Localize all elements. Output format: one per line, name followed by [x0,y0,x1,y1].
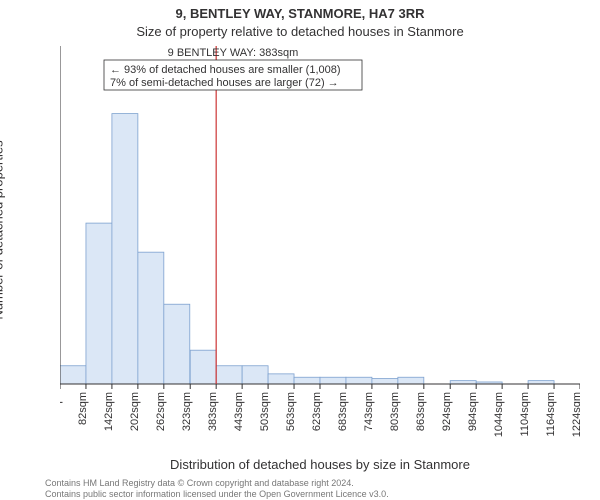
histogram-bar [216,366,242,384]
chart-svg: 05010015020025030035040045050022sqm82sqm… [60,46,580,444]
histogram-bar [372,379,398,384]
x-axis-label: Distribution of detached houses by size … [60,457,580,472]
svg-text:1224sqm: 1224sqm [571,392,580,437]
svg-text:863sqm: 863sqm [415,392,427,431]
histogram-bar [398,377,424,384]
histogram-bar [528,381,554,384]
histogram-bar [86,223,112,384]
y-axis-label: Number of detached properties [0,140,6,319]
svg-text:142sqm: 142sqm [103,392,115,431]
histogram-bar [60,366,86,384]
svg-text:262sqm: 262sqm [155,392,167,431]
histogram-bar [294,377,320,384]
svg-text:82sqm: 82sqm [77,392,89,425]
svg-text:1044sqm: 1044sqm [493,392,505,437]
histogram-bar [190,350,216,384]
svg-text:563sqm: 563sqm [285,392,297,431]
footer-line-2: Contains public sector information licen… [45,489,585,500]
chart-title-main: 9, BENTLEY WAY, STANMORE, HA7 3RR [0,6,600,21]
annotation-title: 9 BENTLEY WAY: 383sqm [168,47,299,59]
svg-text:443sqm: 443sqm [233,392,245,431]
svg-text:924sqm: 924sqm [441,392,453,431]
svg-text:503sqm: 503sqm [259,392,271,431]
chart-title-sub: Size of property relative to detached ho… [0,24,600,39]
svg-text:1164sqm: 1164sqm [545,392,557,436]
histogram-bar [346,377,372,384]
histogram-bar [320,377,346,384]
svg-text:803sqm: 803sqm [389,392,401,431]
svg-text:383sqm: 383sqm [207,392,219,431]
plot-area: 05010015020025030035040045050022sqm82sqm… [60,46,580,384]
svg-text:1104sqm: 1104sqm [519,392,531,436]
histogram-bar [450,381,476,384]
footer-attribution: Contains HM Land Registry data © Crown c… [45,478,585,500]
histogram-bar [164,304,190,384]
histogram-bar [138,252,164,384]
svg-text:623sqm: 623sqm [311,392,323,431]
footer-line-1: Contains HM Land Registry data © Crown c… [45,478,585,489]
svg-text:984sqm: 984sqm [467,392,479,431]
svg-text:683sqm: 683sqm [337,392,349,431]
annotation-line-2: 7% of semi-detached houses are larger (7… [110,77,339,89]
svg-text:202sqm: 202sqm [129,392,141,431]
annotation-line-1: ← 93% of detached houses are smaller (1,… [110,64,341,76]
svg-text:22sqm: 22sqm [60,392,63,425]
histogram-bar [242,366,268,384]
chart-container: { "chart": { "type": "histogram", "title… [0,0,600,500]
svg-text:323sqm: 323sqm [181,392,193,431]
svg-text:743sqm: 743sqm [363,392,375,431]
histogram-bar [268,374,294,384]
histogram-bar [112,114,138,384]
